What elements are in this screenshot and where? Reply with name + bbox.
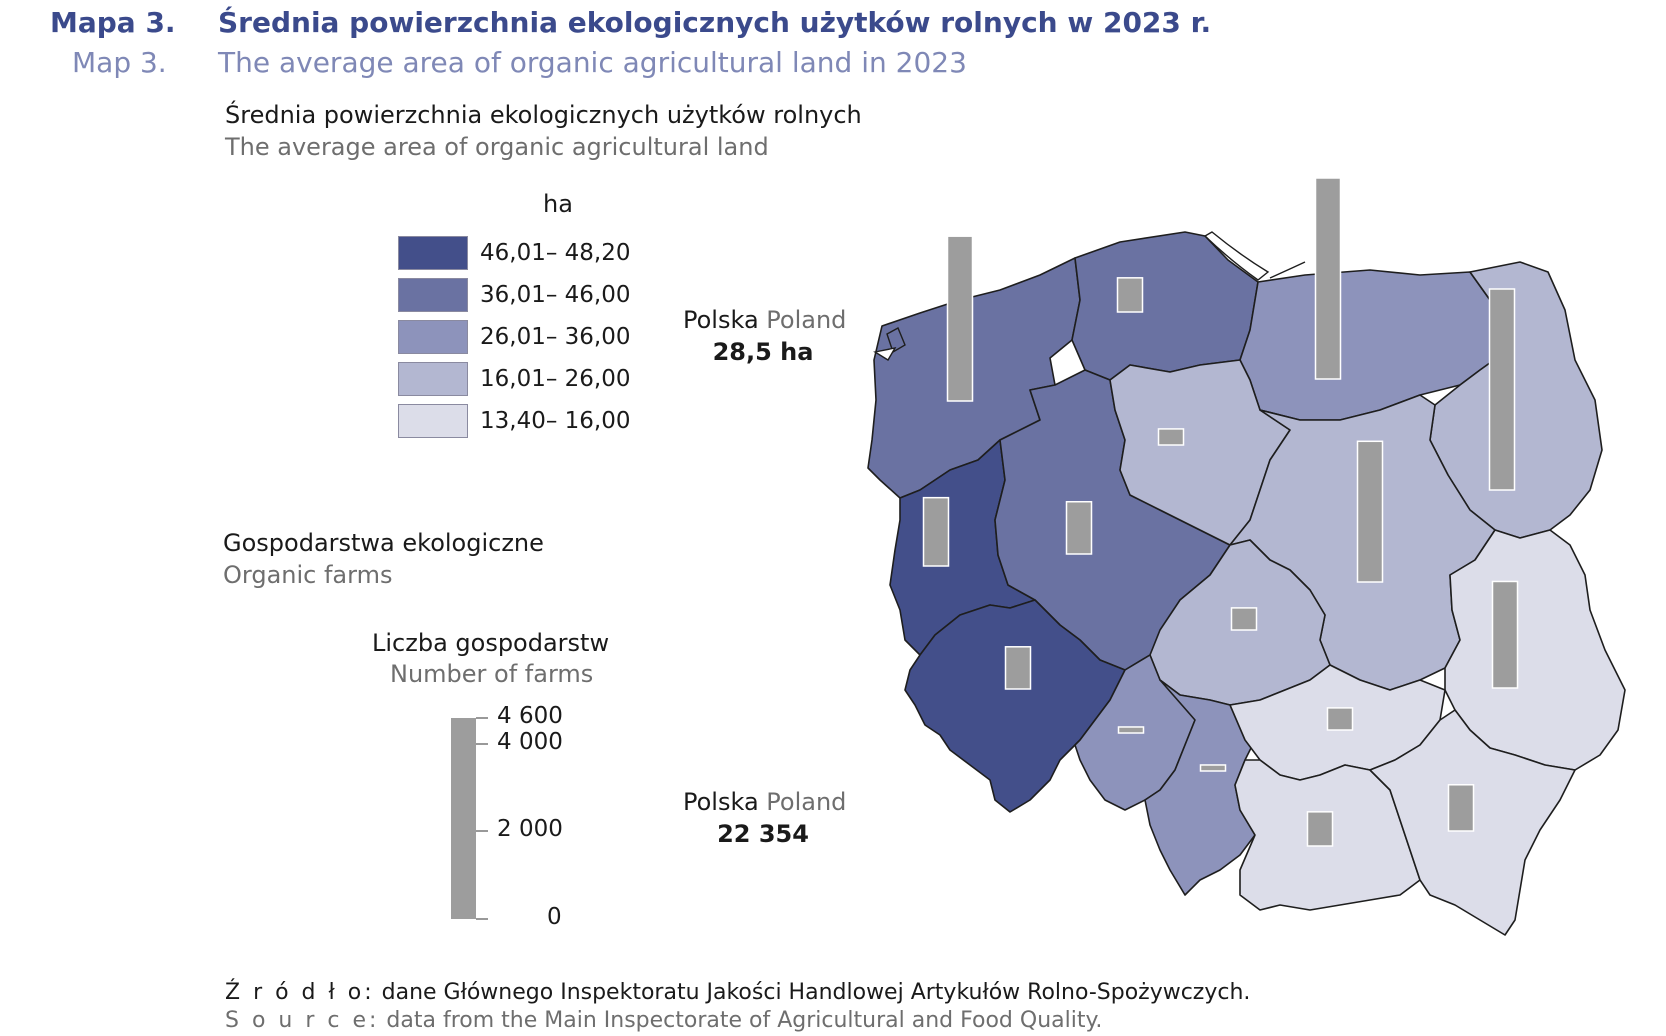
legend-label: 13,40– 16,00	[480, 408, 631, 434]
farm-bar-lubelskie	[1491, 580, 1519, 689]
legend-swatch	[398, 362, 468, 396]
poland-farms-label: Polska Poland	[683, 788, 847, 816]
area-legend-unit: ha	[543, 190, 573, 218]
poland-label-pl: Polska	[683, 788, 759, 816]
farms-count-heading-pl: Liczba gospodarstw	[372, 629, 610, 657]
source-text-en: data from the Main Inspectorate of Agric…	[379, 1008, 1103, 1033]
poland-label-en: Poland	[766, 788, 847, 816]
region-pomorskie	[1071, 231, 1259, 381]
map-number-en: Map 3.	[72, 46, 167, 79]
scale-tick-4000: 4 000	[497, 729, 563, 755]
poland-label-en: Poland	[766, 306, 847, 334]
farms-count-heading-en: Number of farms	[390, 660, 594, 688]
map-number-pl: Mapa 3.	[50, 6, 176, 39]
legend-label: 36,01– 46,00	[480, 282, 631, 308]
legend-class-2: 36,01– 46,00	[398, 277, 631, 313]
poland-label-pl: Polska	[683, 306, 759, 334]
source-text-pl: dane Głównego Inspektoratu Jakości Handl…	[374, 980, 1251, 1005]
farm-bar-lodzkie	[1230, 607, 1258, 631]
farms-legend-heading-en: Organic farms	[223, 561, 393, 589]
legend-label: 26,01– 36,00	[480, 324, 631, 350]
legend-label: 16,01– 26,00	[480, 366, 631, 392]
legend-class-5: 13,40– 16,00	[398, 403, 631, 439]
farm-bar-pomorskie	[1116, 277, 1144, 313]
source-label-en: S o u r c e:	[225, 1008, 380, 1033]
legend-label: 46,01– 48,20	[480, 240, 631, 266]
map-title-pl: Średnia powierzchnia ekologicznych użytk…	[218, 6, 1212, 39]
legend-class-1: 46,01– 48,20	[398, 235, 631, 271]
area-legend-heading-pl: Średnia powierzchnia ekologicznych użytk…	[225, 101, 862, 129]
map-title-en: The average area of organic agricultural…	[218, 46, 967, 79]
farms-legend-heading-pl: Gospodarstwa ekologiczne	[223, 529, 544, 557]
region-dolnoslaskie	[904, 599, 1126, 813]
poland-area-label: Polska Poland	[683, 306, 847, 334]
legend-swatch	[398, 236, 468, 270]
source-en: S o u r c e: data from the Main Inspecto…	[225, 1008, 1102, 1033]
farm-bars	[922, 177, 1519, 847]
poland-farms-value: 22 354	[717, 820, 809, 848]
legend-swatch	[398, 278, 468, 312]
farm-bar-malopolskie	[1306, 811, 1334, 847]
region-lubelskie	[1444, 529, 1626, 771]
scale-tick-2000: 2 000	[497, 816, 563, 842]
legend-class-3: 26,01– 36,00	[398, 319, 631, 355]
scale-tick-4600: 4 600	[497, 703, 563, 729]
coastline	[873, 231, 1306, 361]
farm-bar-wielkopolskie	[1065, 500, 1093, 555]
farm-bar-slaskie	[1199, 764, 1227, 772]
farm-bar-zachodniopomorskie	[946, 235, 974, 402]
legend-swatch	[398, 320, 468, 354]
farm-bar-warminsko-mazurskie	[1314, 177, 1342, 380]
farm-bar-podkarpackie	[1447, 784, 1475, 832]
source-pl: Ź r ó d ł o: dane Głównego Inspektoratu …	[225, 980, 1250, 1005]
voivodeship-map	[867, 231, 1626, 936]
farm-bar-podlaskie	[1488, 288, 1516, 491]
farm-bar-swietokrzyskie	[1326, 707, 1354, 731]
farm-bar-opolskie	[1117, 726, 1145, 734]
farm-bar-mazowieckie	[1356, 440, 1384, 583]
legend-class-4: 16,01– 26,00	[398, 361, 631, 397]
farm-bar-lubuskie	[922, 496, 950, 567]
scale-tick-0: 0	[547, 904, 562, 930]
farm-bar-dolnoslaskie	[1004, 646, 1032, 690]
source-label-pl: Ź r ó d ł o:	[225, 980, 375, 1005]
legend-swatch	[398, 404, 468, 438]
poland-area-value: 28,5 ha	[712, 338, 814, 366]
area-legend-heading-en: The average area of organic agricultural…	[225, 133, 769, 161]
farm-bar-kujawsko-pomorskie	[1157, 428, 1185, 446]
scale-bar	[451, 718, 476, 919]
scale-ticks	[476, 717, 488, 920]
